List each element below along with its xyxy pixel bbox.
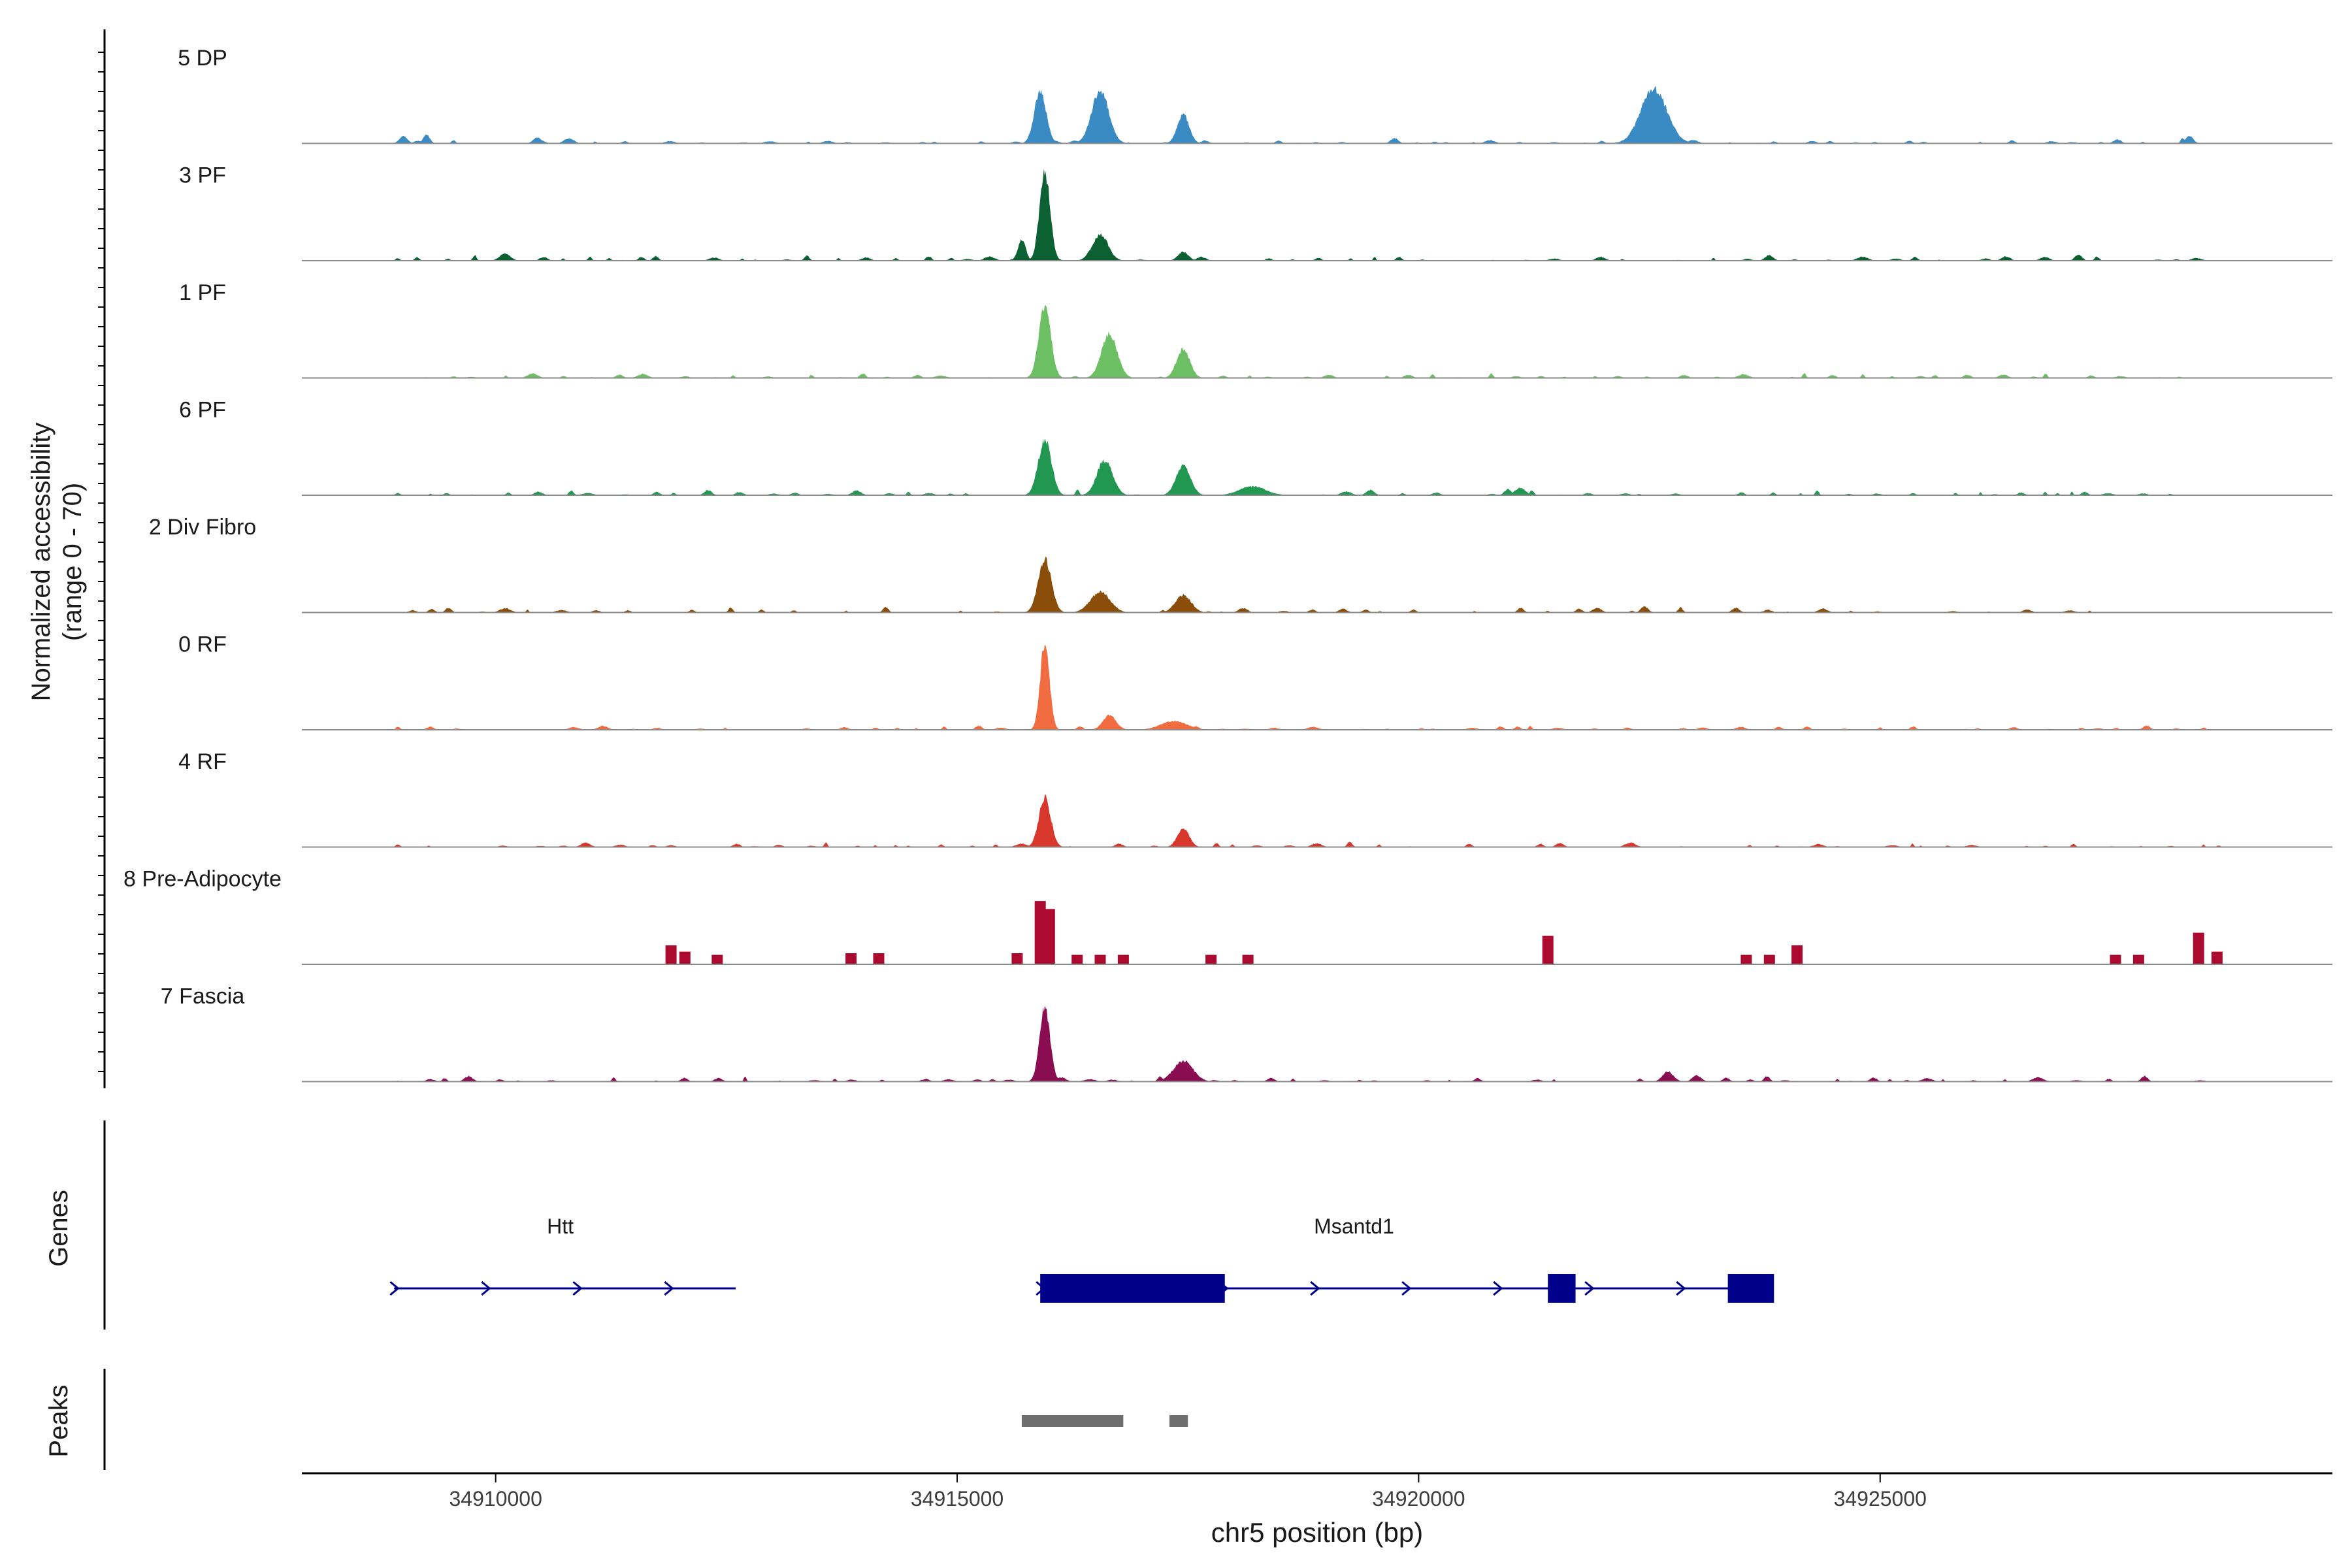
track-7: 8 Pre-Adipocyte xyxy=(123,867,2332,965)
track-label: 3 PF xyxy=(179,163,226,188)
exon xyxy=(1727,1274,1774,1303)
track-label: 7 Fascia xyxy=(161,984,245,1009)
strand-arrow xyxy=(572,1281,583,1296)
coverage-bar xyxy=(1542,936,1554,964)
track-2: 1 PF xyxy=(179,280,2332,379)
strand-arrow xyxy=(1310,1281,1320,1296)
coverage-bar xyxy=(1071,955,1083,964)
gene-label: Htt xyxy=(547,1215,574,1238)
coverage-bar xyxy=(679,951,691,964)
track-0: 5 DP xyxy=(178,46,2332,144)
coverage-bar xyxy=(845,953,857,964)
track-label: 4 RF xyxy=(178,749,227,774)
track-label: 0 RF xyxy=(178,632,227,657)
strand-arrow xyxy=(664,1281,674,1296)
coverage-bar xyxy=(1740,955,1752,964)
coverage-bar xyxy=(1043,909,1055,965)
x-tick-label: 34925000 xyxy=(1834,1487,1927,1511)
gene-Htt: Htt xyxy=(389,1215,736,1296)
coverage-bar xyxy=(1791,945,1803,964)
exon xyxy=(1040,1274,1225,1303)
coverage-bar xyxy=(711,955,723,964)
coverage-area xyxy=(302,1005,2332,1082)
coverage-area xyxy=(302,438,2332,495)
coverage-bar xyxy=(1242,955,1254,964)
track-1: 3 PF xyxy=(179,163,2332,261)
coverage-bar xyxy=(2193,932,2204,964)
strand-arrow xyxy=(389,1281,400,1296)
peak-region xyxy=(1169,1415,1188,1427)
coverage-area xyxy=(302,305,2332,378)
track-8: 7 Fascia xyxy=(161,984,2332,1083)
track-label: 2 Div Fibro xyxy=(149,515,256,540)
coverage-area xyxy=(302,794,2332,847)
coverage-bar xyxy=(1011,953,1023,964)
y-axis-label-line1: Normalized accessibility xyxy=(27,423,56,702)
track-3: 6 PF xyxy=(179,398,2332,496)
gene-label: Msantd1 xyxy=(1314,1215,1394,1238)
track-5: 0 RF xyxy=(178,632,2332,730)
coverage-area xyxy=(302,556,2332,613)
coverage-bar xyxy=(1034,901,1046,964)
peak-annotation-track xyxy=(1021,1415,1188,1427)
axes: 34910000 34915000 34920000 34925000 xyxy=(98,29,2332,1511)
peaks-track-label: Peaks xyxy=(44,1384,73,1457)
coverage-bar xyxy=(1094,955,1106,964)
track-label: 8 Pre-Adipocyte xyxy=(123,867,282,892)
strand-arrow xyxy=(1493,1281,1503,1296)
track-label: 1 PF xyxy=(179,280,226,305)
coverage-bar xyxy=(1117,955,1129,964)
track-6: 4 RF xyxy=(178,749,2332,848)
peak-region xyxy=(1021,1415,1124,1427)
coverage-bar xyxy=(1205,955,1217,964)
genes-track-label: Genes xyxy=(44,1190,73,1267)
coverage-bar xyxy=(2132,955,2144,964)
strand-arrow xyxy=(1676,1281,1686,1296)
coverage-bar xyxy=(665,945,677,964)
coverage-area xyxy=(302,645,2332,730)
coverage-bar xyxy=(873,953,885,964)
coverage-area xyxy=(302,86,2332,144)
strand-arrow xyxy=(1401,1281,1412,1296)
x-tick-label: 34915000 xyxy=(911,1487,1004,1511)
coverage-bar xyxy=(2110,955,2121,964)
y-axis-label-line2: (range 0 - 70) xyxy=(58,483,87,641)
coverage-bar xyxy=(2211,951,2223,964)
exon xyxy=(1548,1274,1576,1303)
gene-annotation-track: Htt Msantd1 xyxy=(389,1215,1774,1303)
coverage-bar xyxy=(1763,955,1775,964)
gene-Msantd1: Msantd1 xyxy=(1036,1215,1774,1303)
track-4: 2 Div Fibro xyxy=(149,515,2332,613)
x-tick-label: 34910000 xyxy=(449,1487,542,1511)
track-label: 6 PF xyxy=(179,398,226,423)
coverage-tracks: 5 DP 3 PF 1 PF 6 PF 2 Div Fibro 0 RF 4 RF 8 Pre… xyxy=(123,46,2332,1083)
x-axis-label: chr5 position (bp) xyxy=(1211,1517,1424,1548)
strand-arrow xyxy=(481,1281,491,1296)
track-label: 5 DP xyxy=(178,46,227,71)
strand-arrow xyxy=(1584,1281,1595,1296)
coverage-area xyxy=(302,168,2332,261)
x-tick-label: 34920000 xyxy=(1372,1487,1465,1511)
